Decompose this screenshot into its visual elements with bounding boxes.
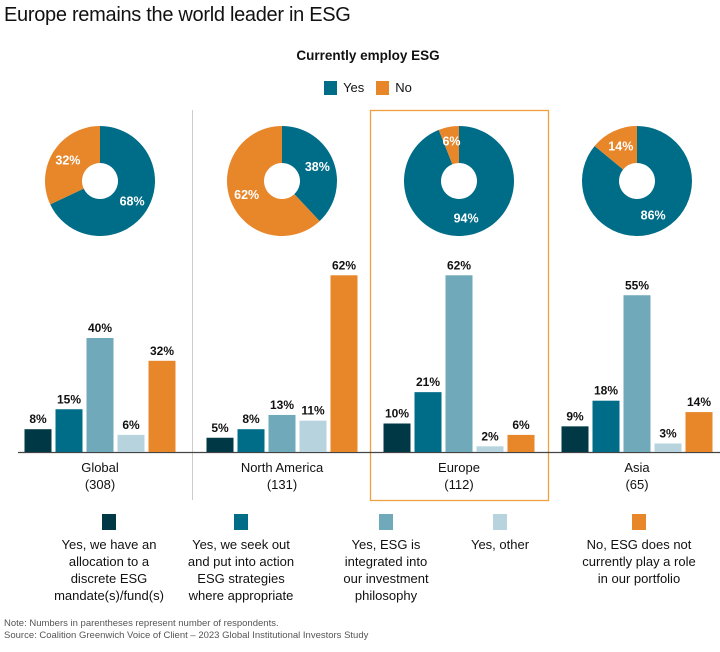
category-count-europe: (112) [444,477,473,492]
category-count-north-america: (131) [267,477,297,492]
bar-europe-series-4 [476,446,504,452]
pie-subtitle: Currently employ ESG [296,48,440,63]
bar-label-north-america-series-3: 13% [270,398,294,412]
category-label-asia: Asia [624,460,650,475]
bar-global-series-5 [148,360,176,452]
bar-label-europe-series-5: 6% [512,418,530,432]
bar-europe-series-5 [507,434,535,452]
bar-label-asia-series-5: 14% [687,395,711,409]
bar-label-europe-series-2: 21% [416,375,440,389]
bar-europe-series-3 [445,275,473,452]
bar-legend-swatch-3 [379,514,393,530]
bar-legend-swatch-4 [493,514,507,530]
bar-legend-swatch-1 [102,514,116,530]
pie-label-global-yes: 68% [120,194,145,208]
bar-legend-item-1: Yes, we have an allocation to a discrete E… [34,514,184,604]
legend-label-no: No [395,80,412,95]
pie-label-north-america-no: 62% [234,188,259,202]
legend-label-yes: Yes [343,80,365,95]
legend-swatch-yes [324,80,338,95]
category-count-asia: (65) [625,477,648,492]
pie-slice-global-yes [50,126,155,236]
bar-label-europe-series-4: 2% [481,429,499,443]
bar-legend-swatch-5 [632,514,646,530]
bar-north-america-series-2 [237,429,265,452]
pie-slice-asia-yes [581,126,692,236]
bar-label-global-series-4: 6% [122,418,140,432]
bar-north-america-series-4 [299,420,327,452]
note-text: Note: Numbers in parentheses represent n… [4,618,279,629]
chart-title: Europe remains the world leader in ESG [4,4,351,26]
bar-global-series-4 [117,434,145,452]
bar-global-series-2 [55,409,83,452]
bar-legend-label-3: Yes, ESG is integrated into our investment… [343,537,429,603]
bar-label-north-america-series-1: 5% [211,421,229,435]
bar-label-asia-series-1: 9% [566,409,584,423]
bar-europe-series-2 [414,392,442,452]
highlight-box-europe [369,109,550,502]
bar-label-north-america-series-5: 62% [332,258,356,272]
bar-label-asia-series-3: 55% [625,278,649,292]
source-text: Source: Coalition Greenwich Voice of Cli… [4,630,369,641]
bar-legend-label-5: No, ESG does not currently play a role in … [582,537,696,586]
bar-europe-series-1 [383,423,411,452]
pie-slice-north-america-no [227,126,320,237]
bar-asia-series-4 [654,443,682,452]
bar-global-series-1 [24,429,52,452]
category-label-europe: Europe [438,460,480,475]
pie-legend: Yes No [0,80,720,95]
bar-asia-series-3 [623,295,651,452]
bar-legend-label-1: Yes, we have an allocation to a discrete E… [54,537,164,603]
pie-slice-asia-no [594,126,637,170]
pie-legend-item-yes: Yes [324,80,364,95]
category-count-global: (308) [85,477,115,492]
bar-label-asia-series-2: 18% [594,384,618,398]
bar-label-global-series-1: 8% [29,412,47,426]
bar-legend-item-5: No, ESG does not currently play a role in … [564,514,714,587]
footnote: Note: Numbers in parentheses represent n… [4,618,368,642]
bar-label-global-series-5: 32% [150,344,174,358]
bar-asia-series-2 [592,400,620,452]
pie-slice-europe-yes [403,126,514,236]
bar-label-europe-series-1: 10% [385,407,409,421]
pie-label-asia-yes: 86% [641,208,666,222]
pie-legend-item-no: No [376,80,412,95]
bar-north-america-series-1 [206,437,234,452]
bar-legend-swatch-2 [234,514,248,530]
bar-asia-series-1 [561,426,589,452]
category-label-global: Global [81,460,119,475]
pie-label-europe-yes: 94% [454,211,479,225]
category-label-north-america: North America [241,460,324,475]
pie-slice-north-america-yes [282,126,337,222]
bar-legend-label-4: Yes, other [470,537,530,552]
bar-legend-item-3: Yes, ESG is integrated into our investment… [311,514,461,604]
pie-label-north-america-yes: 38% [305,160,330,174]
bar-legend-item-2: Yes, we seek out and put into action ESG s… [166,514,316,604]
bar-global-series-3 [86,338,114,452]
pie-label-asia-no: 14% [608,140,633,154]
legend-swatch-no [376,80,390,95]
bar-legend-label-2: Yes, we seek out and put into action ESG s… [187,537,295,603]
bar-north-america-series-5 [330,275,358,452]
bar-label-global-series-3: 40% [88,321,112,335]
bar-asia-series-5 [685,412,713,452]
bar-label-europe-series-3: 62% [447,258,471,272]
bar-label-north-america-series-4: 11% [301,404,325,418]
bar-legend-item-4: Yes, other [425,514,575,553]
bar-label-asia-series-4: 3% [659,426,677,440]
pie-slice-global-no [44,126,100,205]
bar-label-global-series-2: 15% [57,392,81,406]
pie-label-europe-no: 6% [442,135,460,149]
pie-slice-europe-no [438,126,459,165]
pie-label-global-no: 32% [55,154,80,168]
bar-label-north-america-series-2: 8% [242,412,260,426]
bar-north-america-series-3 [268,414,296,452]
